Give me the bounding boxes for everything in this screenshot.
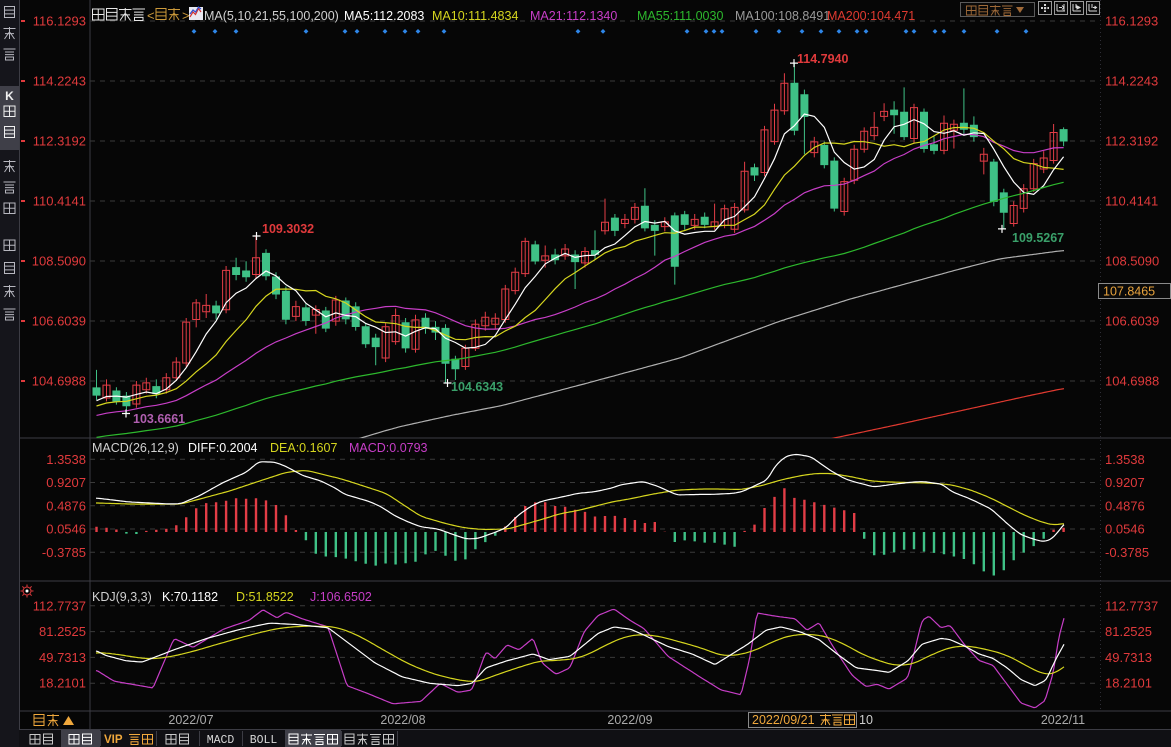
- svg-text:1.3538: 1.3538: [46, 452, 86, 467]
- svg-text:114.7940: 114.7940: [797, 52, 848, 66]
- svg-text:108.5090: 108.5090: [32, 254, 86, 269]
- svg-text:0.4876: 0.4876: [1105, 498, 1145, 513]
- svg-text:112.3192: 112.3192: [1105, 134, 1158, 149]
- svg-text:18.2101: 18.2101: [1105, 676, 1152, 691]
- svg-text:VIP: VIP: [104, 734, 123, 746]
- svg-text:81.2525: 81.2525: [39, 624, 86, 639]
- svg-text:0.9207: 0.9207: [46, 475, 86, 490]
- svg-text:49.7313: 49.7313: [39, 650, 86, 665]
- svg-text:MA10:111.4834: MA10:111.4834: [432, 9, 518, 23]
- svg-text:10: 10: [859, 713, 873, 727]
- svg-text:2022/08: 2022/08: [380, 713, 425, 727]
- svg-text:103.6661: 103.6661: [133, 412, 185, 426]
- svg-text:104.6343: 104.6343: [451, 380, 503, 394]
- svg-text:DEA:0.1607: DEA:0.1607: [270, 441, 337, 455]
- svg-text:D:51.8522: D:51.8522: [236, 590, 294, 604]
- svg-text:2022/07: 2022/07: [168, 713, 213, 727]
- svg-text:K:70.1182: K:70.1182: [162, 590, 218, 604]
- svg-text:MA55:111.0030: MA55:111.0030: [637, 9, 723, 23]
- svg-text:J:106.6502: J:106.6502: [310, 590, 372, 604]
- svg-text:112.7737: 112.7737: [1105, 598, 1158, 613]
- svg-text:106.6039: 106.6039: [32, 314, 86, 329]
- svg-text:1.3538: 1.3538: [1105, 452, 1145, 467]
- svg-text:K: K: [5, 89, 14, 103]
- svg-text:110.4141: 110.4141: [33, 194, 86, 209]
- svg-text:2022/09: 2022/09: [607, 713, 652, 727]
- svg-text:114.2243: 114.2243: [1105, 74, 1158, 89]
- svg-text:81.2525: 81.2525: [1105, 624, 1152, 639]
- svg-text:MA5:112.2083: MA5:112.2083: [344, 9, 424, 23]
- svg-text:MACD:0.0793: MACD:0.0793: [349, 441, 428, 455]
- svg-text:-0.3785: -0.3785: [1105, 545, 1149, 560]
- svg-text:MA21:112.1340: MA21:112.1340: [530, 9, 617, 23]
- svg-text:0.9207: 0.9207: [1105, 475, 1145, 490]
- svg-text:KDJ(9,3,3): KDJ(9,3,3): [92, 590, 152, 604]
- svg-text:106.6039: 106.6039: [1105, 314, 1159, 329]
- svg-text:-0.3785: -0.3785: [42, 545, 86, 560]
- svg-text:116.1293: 116.1293: [33, 14, 86, 29]
- svg-text:109.3032: 109.3032: [262, 222, 314, 236]
- svg-text:116.1293: 116.1293: [1105, 14, 1158, 29]
- svg-text:MA200:104.471: MA200:104.471: [827, 9, 915, 23]
- svg-text:104.6988: 104.6988: [1105, 374, 1159, 389]
- svg-text:0.0546: 0.0546: [1105, 522, 1145, 537]
- svg-text:DIFF:0.2004: DIFF:0.2004: [188, 441, 258, 455]
- svg-text:49.7313: 49.7313: [1105, 650, 1152, 665]
- svg-text:18.2101: 18.2101: [39, 676, 86, 691]
- svg-text:112.7737: 112.7737: [33, 598, 86, 613]
- svg-text:112.3192: 112.3192: [33, 134, 86, 149]
- svg-text:109.5267: 109.5267: [1012, 231, 1064, 245]
- svg-text:108.5090: 108.5090: [1105, 254, 1159, 269]
- svg-text:MA(5,10,21,55,100,200): MA(5,10,21,55,100,200): [204, 9, 339, 23]
- svg-text:BOLL: BOLL: [250, 734, 278, 747]
- svg-text:107.8465: 107.8465: [1103, 285, 1155, 299]
- svg-text:0.4876: 0.4876: [46, 498, 86, 513]
- svg-text:MACD: MACD: [207, 734, 235, 747]
- svg-text:0.0546: 0.0546: [46, 522, 86, 537]
- svg-text:>: >: [182, 8, 190, 23]
- svg-text:2022/11: 2022/11: [1041, 713, 1085, 727]
- svg-text:2022/09/21: 2022/09/21: [752, 713, 815, 727]
- svg-text:104.6988: 104.6988: [32, 374, 86, 389]
- svg-text:MACD(26,12,9): MACD(26,12,9): [92, 441, 179, 455]
- svg-text:110.4141: 110.4141: [1105, 194, 1158, 209]
- svg-text:114.2243: 114.2243: [33, 74, 86, 89]
- svg-text:<: <: [147, 8, 155, 23]
- svg-text:MA100:108.8491: MA100:108.8491: [735, 9, 830, 23]
